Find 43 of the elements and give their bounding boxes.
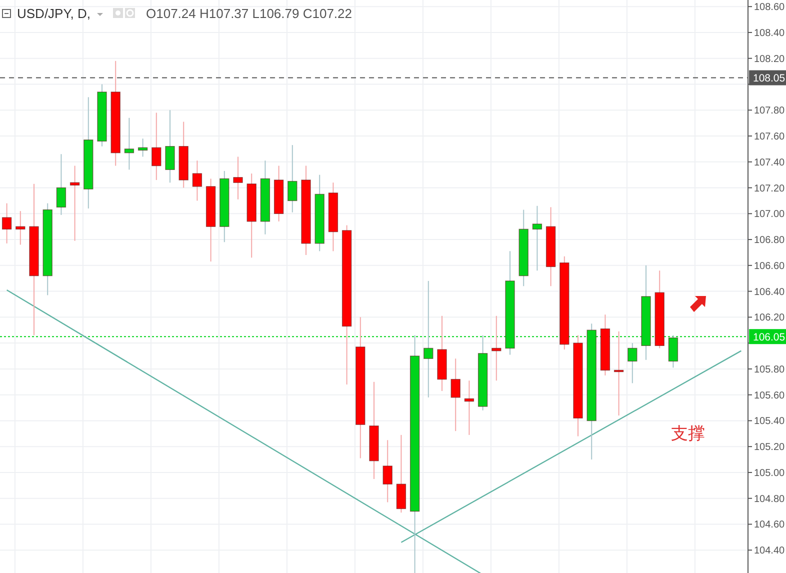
candlestick bbox=[152, 112, 162, 180]
y-tick-label: 107.00 bbox=[754, 209, 786, 220]
y-tick-label: 104.40 bbox=[754, 546, 786, 557]
candlestick bbox=[192, 160, 202, 202]
candlestick bbox=[233, 156, 243, 200]
y-tick-label: 105.60 bbox=[754, 390, 786, 402]
candlestick bbox=[492, 315, 502, 382]
ref-line-label: 108.05 bbox=[753, 72, 786, 84]
ref-line-label: 106.05 bbox=[753, 331, 786, 344]
candlestick bbox=[56, 154, 66, 216]
y-tick-label: 104.80 bbox=[754, 494, 786, 505]
candlestick bbox=[2, 202, 12, 244]
candlestick bbox=[628, 342, 638, 384]
y-tick-label: 107.80 bbox=[754, 106, 786, 117]
y-tick-label: 104.60 bbox=[754, 520, 786, 531]
y-tick-label: 107.60 bbox=[754, 132, 786, 142]
y-tick-label: 105.20 bbox=[754, 442, 786, 454]
candlestick bbox=[382, 440, 392, 503]
candlestick bbox=[614, 330, 624, 416]
y-tick-label: 108.20 bbox=[754, 54, 786, 65]
y-tick-label: 107.40 bbox=[754, 157, 786, 168]
y-tick-label: 106.40 bbox=[754, 286, 786, 298]
annotation: 支撑 bbox=[671, 424, 705, 443]
candlestick bbox=[450, 358, 460, 432]
y-tick-label: 108.40 bbox=[754, 28, 786, 39]
chart-title: USD/JPY, D, bbox=[17, 6, 90, 21]
y-tick-label: 105.00 bbox=[754, 468, 786, 479]
candlestick bbox=[464, 380, 474, 436]
candlestick bbox=[165, 110, 175, 184]
y-tick-label: 107.20 bbox=[754, 183, 786, 194]
y-tick-label: 105.80 bbox=[754, 364, 786, 376]
y-tick-label: 105.40 bbox=[754, 416, 786, 428]
candlestick bbox=[138, 138, 148, 158]
candlestick bbox=[124, 117, 134, 170]
candlestick bbox=[16, 210, 26, 246]
candlestick bbox=[70, 165, 80, 242]
candlestick bbox=[288, 144, 298, 213]
y-tick-label: 106.80 bbox=[754, 235, 786, 246]
y-tick-label: 106.60 bbox=[754, 260, 786, 272]
candlestick bbox=[532, 205, 542, 272]
y-tick-label: 108.60 bbox=[754, 2, 786, 14]
y-tick-label: 106.20 bbox=[754, 312, 786, 324]
annotation: O107.24 H107.37 L106.79 C107.22 bbox=[146, 6, 352, 21]
